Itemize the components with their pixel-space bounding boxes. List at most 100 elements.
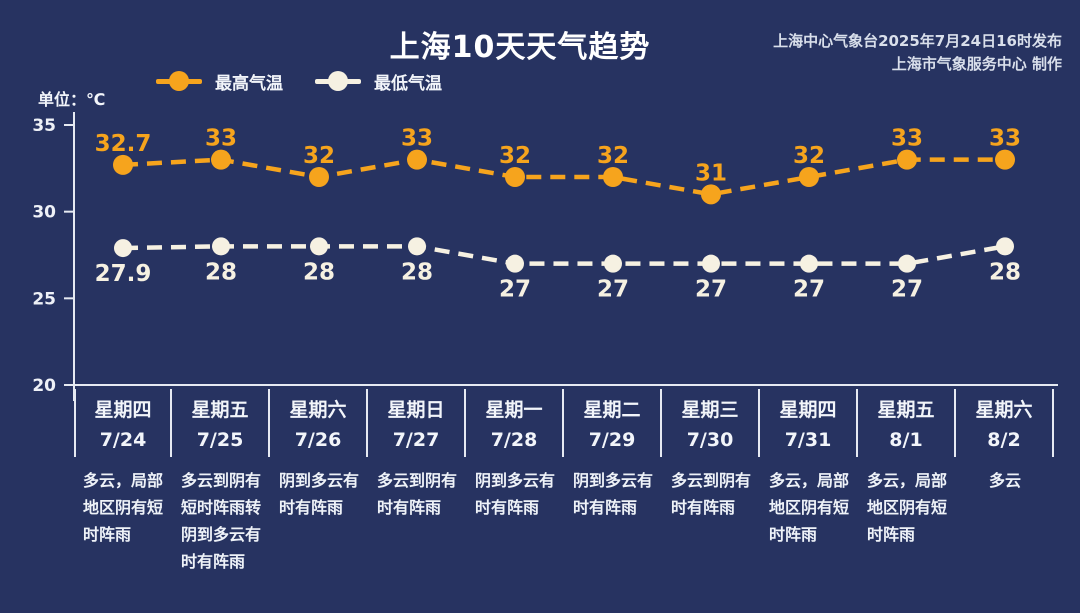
- day-cell: 星期二 7/29: [564, 389, 662, 457]
- max-temp-point: [211, 149, 231, 170]
- max-temp-value-label: 33: [891, 126, 923, 152]
- y-axis-tick-label: 20: [32, 376, 56, 396]
- min-temp-value-label: 27: [597, 277, 629, 303]
- max-temp-value-label: 32: [303, 143, 335, 169]
- weather-description: 阴到多云有 时有阵雨: [474, 471, 555, 517]
- weather-description-band: 多云，局部 地区阴有短 时阵雨 多云到阴有 短时阵雨转 阴到多云有 时有阵雨 阴到多…: [74, 467, 1054, 575]
- day-cell: 星期三 7/30: [662, 389, 760, 457]
- source-info: 上海中心气象台2025年7月24日16时发布 上海市气象服务中心 制作: [773, 30, 1062, 76]
- date-label: 7/24: [99, 429, 147, 451]
- date-label: 7/28: [490, 429, 538, 451]
- weekday-label: 星期一: [485, 399, 543, 421]
- day-cell: 星期六 7/26: [270, 389, 368, 457]
- min-temp-value-label: 27: [695, 277, 727, 303]
- legend-label-min-temp: 最低气温: [374, 73, 442, 94]
- weather-description: 多云: [988, 471, 1021, 490]
- legend-item-min-temp: 最低气温: [315, 69, 442, 94]
- min-temp-value-label: 27: [793, 277, 825, 303]
- weekday-label: 星期二: [583, 399, 641, 421]
- max-temp-value-label: 32.7: [95, 131, 152, 157]
- source-line-1: 上海中心气象台2025年7月24日16时发布: [773, 32, 1062, 50]
- weather-description: 阴到多云有 时有阵雨: [278, 471, 359, 517]
- max-temp-point: [701, 184, 721, 205]
- min-temp-value-label: 27.9: [95, 261, 152, 287]
- weekday-label: 星期四: [94, 399, 152, 421]
- min-temp-point: [212, 237, 230, 256]
- weather-description: 多云，局部 地区阴有短 时阵雨: [768, 471, 849, 544]
- min-temp-point: [898, 254, 916, 273]
- day-cell: 星期五 7/25: [172, 389, 270, 457]
- weekday-label: 星期四: [779, 399, 837, 421]
- legend-item-max-temp: 最高气温: [156, 69, 283, 94]
- weather-description: 多云到阴有 短时阵雨转 阴到多云有 时有阵雨: [180, 471, 261, 571]
- min-temp-value-label: 28: [205, 259, 237, 285]
- max-temp-point: [897, 149, 917, 170]
- max-temp-value-label: 33: [205, 126, 237, 152]
- source-line-2: 上海市气象服务中心 制作: [891, 55, 1062, 73]
- max-temp-point: [603, 167, 623, 187]
- weather-cell: 多云: [956, 467, 1054, 575]
- max-temp-marker-icon: [156, 71, 202, 91]
- weather-description: 多云到阴有 时有阵雨: [376, 471, 457, 517]
- date-label: 8/1: [889, 429, 923, 451]
- weekday-label: 星期三: [681, 399, 739, 421]
- weekday-label: 星期五: [191, 399, 249, 421]
- page-title: 上海10天天气趋势: [389, 30, 651, 65]
- weather-cell: 多云到阴有 短时阵雨转 阴到多云有 时有阵雨: [172, 467, 270, 575]
- min-temp-point: [996, 237, 1014, 256]
- min-temp-dot-icon: [328, 71, 348, 91]
- weather-cell: 多云，局部 地区阴有短 时阵雨: [858, 467, 956, 575]
- day-cell: 星期五 8/1: [858, 389, 956, 457]
- weather-cell: 多云，局部 地区阴有短 时阵雨: [760, 467, 858, 575]
- day-axis-band: 星期四 7/24 星期五 7/25 星期六 7/26 星期日 7/27 星期一 7/28 星期二 7/…: [74, 389, 1054, 457]
- weekday-label: 星期五: [877, 399, 935, 421]
- max-temp-line: [122, 157, 1005, 197]
- day-cell: 星期六 8/2: [956, 389, 1054, 457]
- max-temp-point: [799, 167, 819, 187]
- max-temp-point: [113, 154, 133, 175]
- y-axis-tick-label: 35: [32, 116, 56, 136]
- date-label: 7/29: [588, 429, 636, 451]
- day-cell: 星期一 7/28: [466, 389, 564, 457]
- date-label: 7/30: [686, 429, 734, 451]
- max-temp-value-label: 32: [499, 143, 531, 169]
- max-temp-point: [995, 149, 1015, 170]
- min-temp-line: [122, 244, 1006, 266]
- min-temp-value-label: 28: [303, 259, 335, 285]
- date-label: 8/2: [987, 429, 1021, 451]
- day-cell: 星期四 7/24: [74, 389, 172, 457]
- max-temp-value-label: 32: [793, 143, 825, 169]
- legend: 最高气温 最低气温: [156, 69, 442, 94]
- max-temp-value-label: 33: [401, 126, 433, 152]
- max-temp-value-label: 33: [989, 126, 1021, 152]
- weekday-label: 星期日: [387, 399, 445, 421]
- legend-label-max-temp: 最高气温: [215, 73, 283, 94]
- weather-cell: 阴到多云有 时有阵雨: [564, 467, 662, 575]
- min-temp-point: [506, 254, 524, 273]
- min-temp-value-label: 28: [989, 259, 1021, 285]
- min-temp-point: [702, 254, 720, 273]
- max-temp-point: [309, 167, 329, 187]
- weather-cell: 多云，局部 地区阴有短 时阵雨: [74, 467, 172, 575]
- max-temp-value-label: 32: [597, 143, 629, 169]
- date-label: 7/25: [196, 429, 244, 451]
- weather-description: 多云到阴有 时有阵雨: [670, 471, 751, 517]
- weather-description: 多云，局部 地区阴有短 时阵雨: [866, 471, 947, 544]
- min-temp-point: [408, 237, 426, 256]
- day-cell: 星期四 7/31: [760, 389, 858, 457]
- min-temp-point: [114, 239, 132, 258]
- min-temp-value-label: 27: [891, 277, 923, 303]
- weekday-label: 星期六: [975, 399, 1033, 421]
- weather-cell: 阴到多云有 时有阵雨: [466, 467, 564, 575]
- weather-cell: 多云到阴有 时有阵雨: [662, 467, 760, 575]
- weekday-label: 星期六: [289, 399, 347, 421]
- weather-description: 阴到多云有 时有阵雨: [572, 471, 653, 517]
- date-label: 7/26: [294, 429, 342, 451]
- max-temp-point: [505, 167, 525, 187]
- date-label: 7/27: [392, 429, 440, 451]
- min-temp-marker-icon: [315, 71, 361, 91]
- max-temp-value-label: 31: [695, 160, 727, 186]
- min-temp-point: [800, 254, 818, 273]
